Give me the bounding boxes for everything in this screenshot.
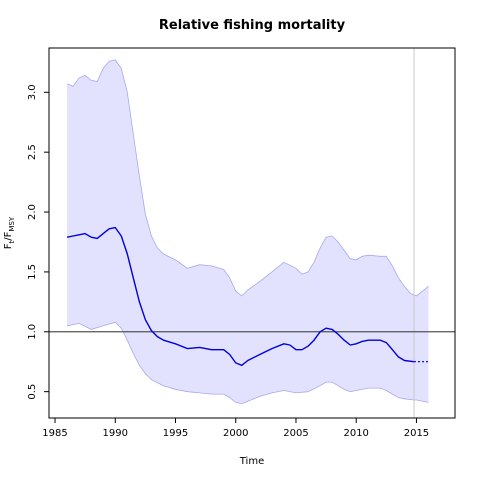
y-tick-label: 2.5 [27,144,38,160]
reference-lines-layer [49,48,455,418]
x-tick-label: 1995 [163,428,188,439]
y-tick-label: 3.0 [27,84,38,100]
y-tick-label: 1.5 [27,264,38,280]
confidence-band [67,60,429,404]
x-tick-label: 1990 [103,428,128,439]
y-tick-label: 2.0 [27,204,38,220]
series-layer [66,226,429,366]
estimate-line [66,226,415,366]
x-axis-label: Time [239,456,264,467]
y-tick-label: 0.5 [27,384,38,400]
x-tick-label: 2005 [283,428,308,439]
lower-ci-line [67,321,429,405]
y-axis-label: Ft/FMSY [3,216,16,249]
x-tick-label: 2000 [223,428,248,439]
y-axis-label-main: F [3,243,14,249]
y-axis-label-sub-msy: MSY [8,216,16,231]
confidence-band-layer [66,59,429,405]
x-tick-label: 2015 [404,428,429,439]
upper-ci-line [66,59,429,297]
y-axis-label-sub-t: t [8,240,16,243]
x-tick-label: 1985 [42,428,67,439]
y-axis-label-sep: /F [3,231,14,240]
plot-frame [48,47,456,419]
y-axis: 0.5 1.0 1.5 2.0 2.5 3.0 [27,84,49,400]
x-axis: 1985 1990 1995 2000 2005 2010 2015 [42,418,429,439]
chart-title: Relative fishing mortality [159,18,346,33]
y-tick-label: 1.0 [27,324,38,340]
x-tick-label: 2010 [343,428,368,439]
